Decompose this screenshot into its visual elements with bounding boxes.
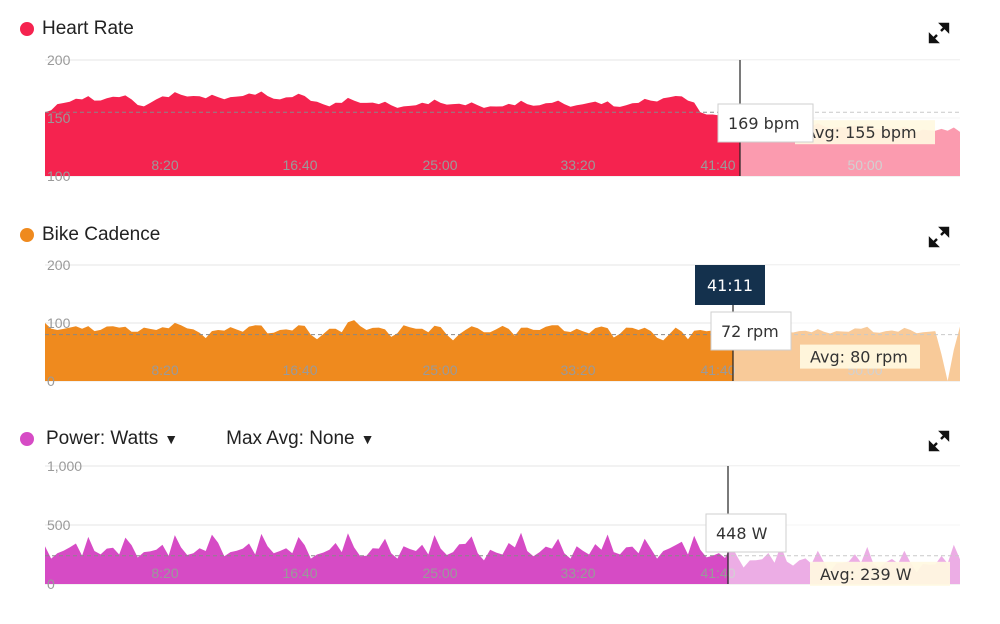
average-label: Avg: 80 rpm bbox=[810, 348, 908, 367]
cadence-legend-dot bbox=[20, 228, 34, 242]
y-tick-label: 200 bbox=[47, 257, 71, 273]
cursor-time-badge: 41:11 bbox=[695, 265, 765, 305]
power-metric-label: Power: Watts bbox=[46, 428, 159, 449]
average-label-box bbox=[795, 120, 935, 145]
power-metric-dropdown[interactable]: Power: Watts ▼ bbox=[46, 428, 178, 450]
power-legend-dot bbox=[20, 432, 34, 446]
y-tick-label: 1,000 bbox=[47, 458, 82, 474]
max-avg-label: Max Avg: None bbox=[226, 428, 355, 449]
time-badge-bg bbox=[695, 265, 765, 305]
cursor-value-box bbox=[705, 513, 787, 553]
cadence-title-label: Bike Cadence bbox=[42, 224, 161, 245]
heart-rate-legend-dot bbox=[20, 22, 34, 36]
cursor-value-box bbox=[717, 103, 814, 143]
cursor-value-label: 448 W bbox=[716, 524, 768, 543]
x-tick-label: 41:40 bbox=[700, 565, 735, 581]
max-avg-dropdown[interactable]: Max Avg: None ▼ bbox=[226, 428, 374, 450]
cadence-title: Bike Cadence bbox=[20, 224, 160, 246]
chart-heart_rate: 2001501008:2016:4025:0033:2041:4050:00Av… bbox=[45, 52, 960, 184]
heart-rate-title-label: Heart Rate bbox=[42, 18, 134, 39]
y-tick-label: 0 bbox=[47, 576, 55, 592]
x-tick-label: 8:20 bbox=[151, 157, 178, 173]
cursor-value-box bbox=[710, 311, 792, 351]
caret-down-icon: ▼ bbox=[164, 431, 179, 447]
x-tick-label: 16:40 bbox=[282, 565, 317, 581]
average-label: Avg: 239 W bbox=[820, 565, 912, 584]
x-tick-label: 33:20 bbox=[560, 565, 595, 581]
x-tick-label: 25:00 bbox=[422, 565, 457, 581]
cursor-value-label: 72 rpm bbox=[721, 322, 779, 341]
expand-icon[interactable] bbox=[928, 226, 950, 248]
x-tick-label: 16:40 bbox=[282, 362, 317, 378]
y-tick-label: 150 bbox=[47, 110, 71, 126]
x-tick-label: 41:40 bbox=[700, 157, 735, 173]
power-title: Power: Watts ▼ Max Avg: None ▼ bbox=[20, 428, 375, 450]
expand-icon[interactable] bbox=[928, 430, 950, 452]
expand-icon[interactable] bbox=[928, 22, 950, 44]
x-tick-label: 8:20 bbox=[151, 565, 178, 581]
caret-down-icon: ▼ bbox=[360, 431, 375, 447]
time-badge-label: 41:11 bbox=[707, 276, 753, 295]
heart-rate-title: Heart Rate bbox=[20, 18, 134, 40]
x-tick-label: 33:20 bbox=[560, 362, 595, 378]
x-tick-label: 8:20 bbox=[151, 362, 178, 378]
y-tick-label: 200 bbox=[47, 52, 71, 68]
average-label-box bbox=[800, 344, 920, 369]
x-tick-label: 41:40 bbox=[700, 362, 735, 378]
y-tick-label: 100 bbox=[47, 168, 71, 184]
x-tick-label: 25:00 bbox=[422, 362, 457, 378]
y-tick-label: 0 bbox=[47, 373, 55, 389]
area-series-heart_rate bbox=[45, 91, 960, 176]
chart-power: 1,00050008:2016:4025:0033:2041:4050:00Av… bbox=[45, 458, 960, 592]
x-tick-label: 16:40 bbox=[282, 157, 317, 173]
x-tick-label: 33:20 bbox=[560, 157, 595, 173]
y-tick-label: 100 bbox=[47, 315, 71, 331]
chart-cadence: 20010008:2016:4025:0033:2041:4050:00Avg:… bbox=[45, 257, 960, 389]
average-label-box bbox=[810, 561, 950, 586]
average-label: Avg: 155 bpm bbox=[805, 123, 917, 142]
x-tick-label: 25:00 bbox=[422, 157, 457, 173]
y-tick-label: 500 bbox=[47, 517, 71, 533]
cursor-value-label: 169 bpm bbox=[728, 114, 800, 133]
